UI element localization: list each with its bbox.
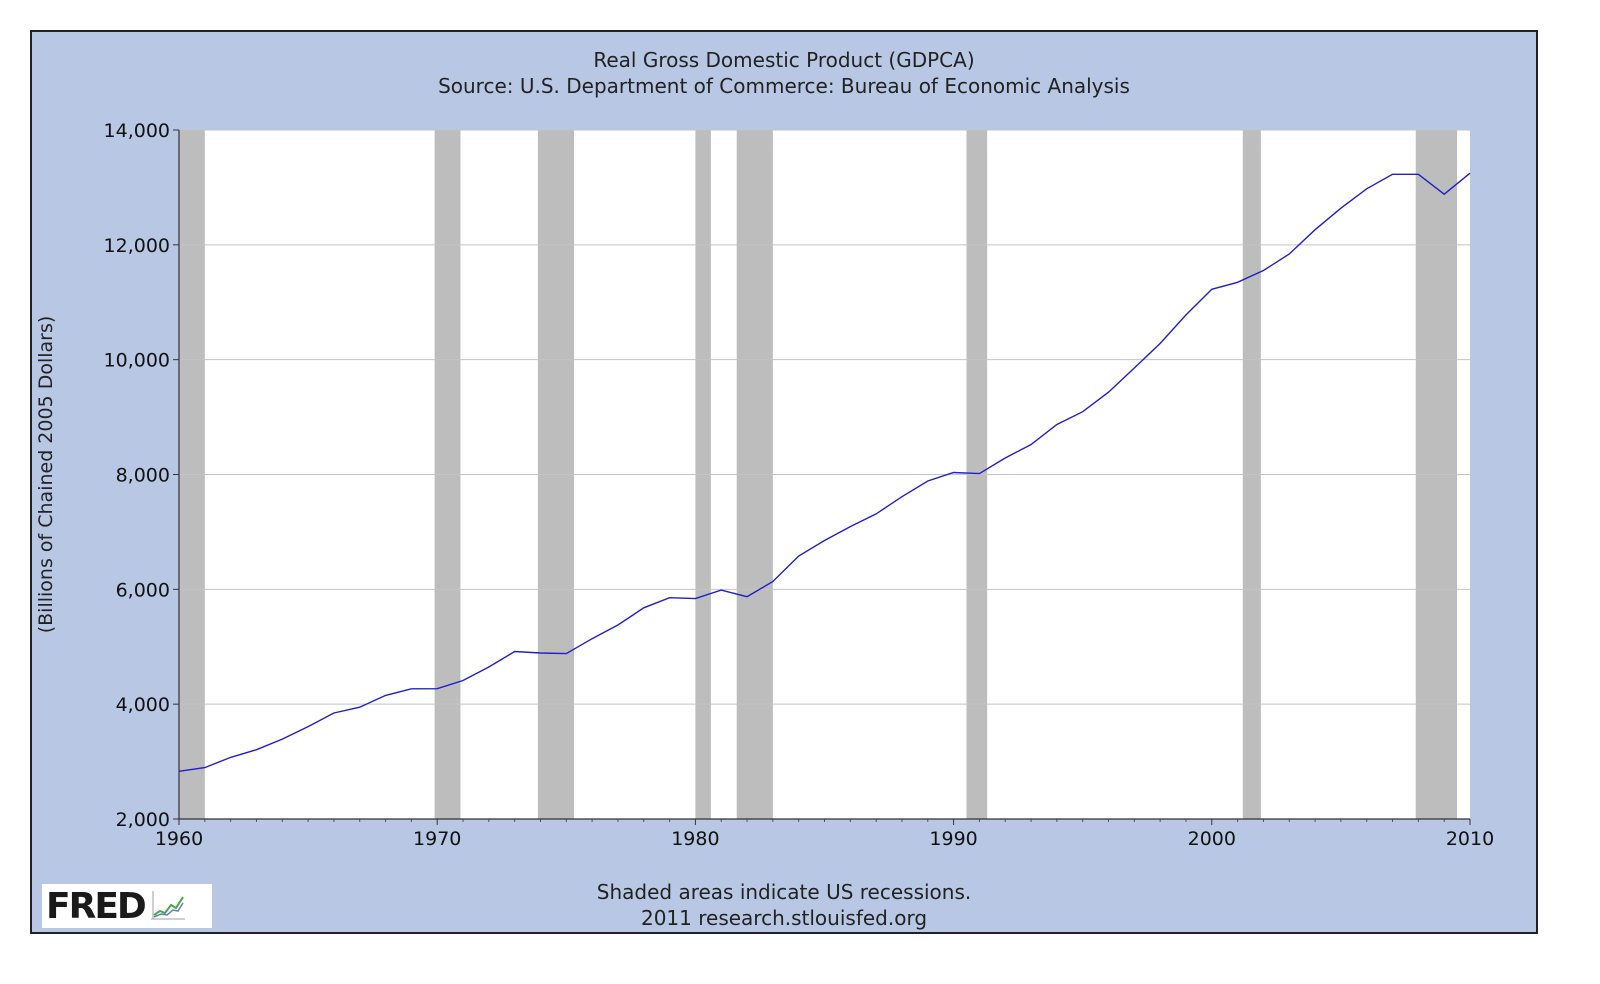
x-tick-label-3: 1990 bbox=[929, 828, 977, 850]
y-tick-label-0: 2,000 bbox=[116, 809, 170, 831]
x-tick-label-5: 2010 bbox=[1446, 828, 1494, 850]
x-tick-labels: 1960 1970 1980 1990 2000 2010 bbox=[155, 828, 1494, 850]
x-tick-label-0: 1960 bbox=[155, 828, 203, 850]
y-tick-label-4: 10,000 bbox=[104, 350, 170, 372]
series-line-0 bbox=[178, 172, 1471, 772]
chart-subtitle: Source: U.S. Department of Commerce: Bur… bbox=[438, 74, 1130, 98]
axes bbox=[178, 130, 1470, 820]
chart-plot: 2,000 4,000 6,000 8,000 10,000 12,000 14,000 1… bbox=[35, 120, 1494, 850]
chart-graph-icon bbox=[150, 891, 185, 921]
y-tick-label-6: 14,000 bbox=[104, 120, 170, 142]
y-tick-label-3: 8,000 bbox=[116, 465, 170, 487]
series-lines bbox=[178, 172, 1471, 772]
fred-logo: FRED bbox=[42, 884, 212, 928]
y-tick-label-1: 4,000 bbox=[116, 694, 170, 716]
footer-credit: 2011 research.stlouisfed.org bbox=[640, 906, 928, 930]
y-axis-label: (Billions of Chained 2005 Dollars) bbox=[35, 316, 57, 634]
y-tick-label-5: 12,000 bbox=[104, 235, 170, 257]
logo-text: FRED bbox=[46, 885, 147, 927]
footer-note: Shaded areas indicate US recessions. bbox=[596, 880, 972, 904]
x-tick-label-4: 2000 bbox=[1188, 828, 1236, 850]
chart-panel: Real Gross Domestic Product (GDPCA) Sour… bbox=[30, 30, 1538, 934]
chart-title: Real Gross Domestic Product (GDPCA) bbox=[593, 48, 975, 72]
x-tick-label-1: 1970 bbox=[413, 828, 461, 850]
y-tick-label-2: 6,000 bbox=[116, 579, 170, 601]
y-tick-labels: 2,000 4,000 6,000 8,000 10,000 12,000 14,000 bbox=[104, 120, 170, 831]
x-tick-label-2: 1980 bbox=[671, 828, 719, 850]
